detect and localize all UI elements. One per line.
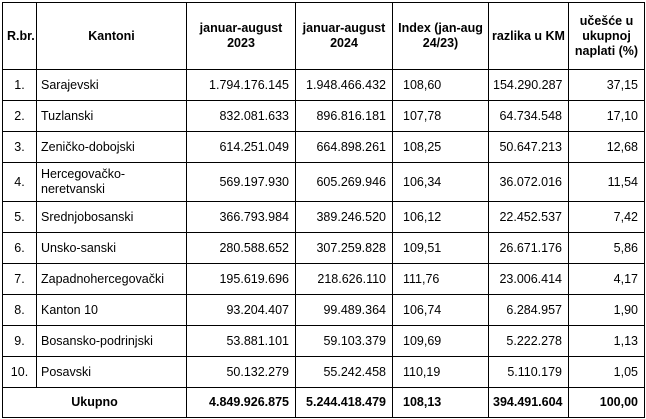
row-number: 10. bbox=[2, 356, 37, 388]
index-value: 106,74 bbox=[392, 294, 489, 326]
difference-value: 22.452.537 bbox=[488, 201, 569, 233]
canton-name: Sarajevski bbox=[36, 69, 187, 101]
share-value: 7,42 bbox=[568, 201, 645, 233]
row-number: 8. bbox=[2, 294, 37, 326]
value-2024: 307.259.828 bbox=[295, 232, 393, 264]
difference-value: 26.671.176 bbox=[488, 232, 569, 264]
value-2023: 50.132.279 bbox=[186, 356, 296, 388]
share-value: 17,10 bbox=[568, 100, 645, 132]
index-value: 108,60 bbox=[392, 69, 489, 101]
difference-value: 64.734.548 bbox=[488, 100, 569, 132]
header-index: Index (jan-aug 24/23) bbox=[392, 2, 489, 70]
difference-value: 6.284.957 bbox=[488, 294, 569, 326]
row-number: 6. bbox=[2, 232, 37, 264]
table-row: 10. Posavski 50.132.279 55.242.458 110,1… bbox=[2, 356, 645, 388]
value-2024: 664.898.261 bbox=[295, 131, 393, 163]
value-2023: 366.793.984 bbox=[186, 201, 296, 233]
total-difference: 394.491.604 bbox=[488, 387, 569, 418]
canton-name: Srednjobosanski bbox=[36, 201, 187, 233]
table-row: 1. Sarajevski 1.794.176.145 1.948.466.43… bbox=[2, 69, 645, 101]
index-value: 106,12 bbox=[392, 201, 489, 233]
header-kantoni: Kantoni bbox=[36, 2, 187, 70]
canton-name: Zapadnohercegovački bbox=[36, 263, 187, 295]
table-row: 5. Srednjobosanski 366.793.984 389.246.5… bbox=[2, 201, 645, 233]
row-number: 1. bbox=[2, 69, 37, 101]
difference-value: 154.290.287 bbox=[488, 69, 569, 101]
canton-name: Unsko-sanski bbox=[36, 232, 187, 264]
row-number: 7. bbox=[2, 263, 37, 295]
value-2023: 195.619.696 bbox=[186, 263, 296, 295]
share-value: 1,90 bbox=[568, 294, 645, 326]
total-index: 108,13 bbox=[392, 387, 489, 418]
table-row: 4. Hercegovačko-neretvanski 569.197.930 … bbox=[2, 162, 645, 202]
canton-name: Zeničko-dobojski bbox=[36, 131, 187, 163]
total-2024: 5.244.418.479 bbox=[295, 387, 393, 418]
row-number: 3. bbox=[2, 131, 37, 163]
header-rbr: R.br. bbox=[2, 2, 37, 70]
value-2024: 59.103.379 bbox=[295, 325, 393, 357]
value-2024: 1.948.466.432 bbox=[295, 69, 393, 101]
index-value: 110,19 bbox=[392, 356, 489, 388]
difference-value: 23.006.414 bbox=[488, 263, 569, 295]
value-2023: 280.588.652 bbox=[186, 232, 296, 264]
value-2023: 1.794.176.145 bbox=[186, 69, 296, 101]
value-2024: 218.626.110 bbox=[295, 263, 393, 295]
share-value: 12,68 bbox=[568, 131, 645, 163]
index-value: 108,25 bbox=[392, 131, 489, 163]
value-2023: 53.881.101 bbox=[186, 325, 296, 357]
index-value: 107,78 bbox=[392, 100, 489, 132]
value-2023: 614.251.049 bbox=[186, 131, 296, 163]
index-value: 111,76 bbox=[392, 263, 489, 295]
value-2024: 896.816.181 bbox=[295, 100, 393, 132]
share-value: 5,86 bbox=[568, 232, 645, 264]
row-number: 2. bbox=[2, 100, 37, 132]
canton-name: Tuzlanski bbox=[36, 100, 187, 132]
value-2023: 93.204.407 bbox=[186, 294, 296, 326]
table-row: 9. Bosansko-podrinjski 53.881.101 59.103… bbox=[2, 325, 645, 357]
total-2023: 4.849.926.875 bbox=[186, 387, 296, 418]
table-row: 6. Unsko-sanski 280.588.652 307.259.828 … bbox=[2, 232, 645, 264]
total-label: Ukupno bbox=[2, 387, 187, 418]
total-row: Ukupno 4.849.926.875 5.244.418.479 108,1… bbox=[2, 387, 645, 418]
row-number: 5. bbox=[2, 201, 37, 233]
value-2024: 99.489.364 bbox=[295, 294, 393, 326]
row-number: 9. bbox=[2, 325, 37, 357]
value-2024: 605.269.946 bbox=[295, 162, 393, 202]
index-value: 109,51 bbox=[392, 232, 489, 264]
index-value: 106,34 bbox=[392, 162, 489, 202]
header-row: R.br. Kantoni januar-august 2023 januar-… bbox=[2, 2, 645, 70]
value-2023: 832.081.633 bbox=[186, 100, 296, 132]
share-value: 1,05 bbox=[568, 356, 645, 388]
table-row: 3. Zeničko-dobojski 614.251.049 664.898.… bbox=[2, 131, 645, 163]
table-row: 8. Kanton 10 93.204.407 99.489.364 106,7… bbox=[2, 294, 645, 326]
header-jan-aug-2023: januar-august 2023 bbox=[186, 2, 296, 70]
difference-value: 5.222.278 bbox=[488, 325, 569, 357]
share-value: 1,13 bbox=[568, 325, 645, 357]
share-value: 11,54 bbox=[568, 162, 645, 202]
row-number: 4. bbox=[2, 162, 37, 202]
share-value: 4,17 bbox=[568, 263, 645, 295]
difference-value: 50.647.213 bbox=[488, 131, 569, 163]
canton-name: Bosansko-podrinjski bbox=[36, 325, 187, 357]
total-share: 100,00 bbox=[568, 387, 645, 418]
difference-value: 36.072.016 bbox=[488, 162, 569, 202]
table-row: 2. Tuzlanski 832.081.633 896.816.181 107… bbox=[2, 100, 645, 132]
difference-value: 5.110.179 bbox=[488, 356, 569, 388]
value-2024: 55.242.458 bbox=[295, 356, 393, 388]
canton-name: Hercegovačko-neretvanski bbox=[36, 162, 187, 202]
header-ucesce: učešće u ukupnoj naplati (%) bbox=[568, 2, 645, 70]
header-jan-aug-2024: januar-august 2024 bbox=[295, 2, 393, 70]
value-2023: 569.197.930 bbox=[186, 162, 296, 202]
canton-name: Posavski bbox=[36, 356, 187, 388]
table-row: 7. Zapadnohercegovački 195.619.696 218.6… bbox=[2, 263, 645, 295]
header-razlika: razlika u KM bbox=[488, 2, 569, 70]
index-value: 109,69 bbox=[392, 325, 489, 357]
value-2024: 389.246.520 bbox=[295, 201, 393, 233]
share-value: 37,15 bbox=[568, 69, 645, 101]
canton-name: Kanton 10 bbox=[36, 294, 187, 326]
